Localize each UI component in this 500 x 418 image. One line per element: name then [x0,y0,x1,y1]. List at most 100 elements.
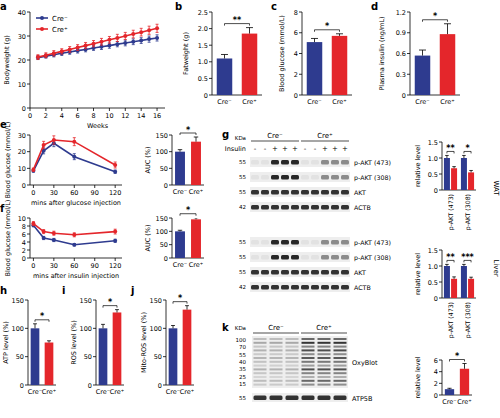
error-bar [444,24,451,34]
data-point [155,36,159,40]
error-bar [311,38,318,42]
y-tick [163,356,166,357]
blot-band [251,190,259,195]
blot-band [341,255,349,260]
blot-band [331,190,339,195]
error-bar [44,53,47,58]
y-tick-label: 1.5 [428,247,438,255]
error-bar [462,264,466,266]
blot-strip [250,282,350,292]
x-tick-label: 6 [76,112,80,120]
blot-band [318,353,331,355]
group-line [253,333,299,334]
y-tick-label: 150 [80,297,92,305]
blot-band [291,240,299,245]
error-bar [114,162,117,168]
blot-band [334,361,347,363]
blot-band [341,205,349,210]
data-point [76,46,80,50]
blot-strip [252,393,348,402]
lane-label: + [322,145,328,153]
y-tick [439,158,442,159]
y-tick-label: 0.6 [396,50,406,58]
blot-strip [252,336,348,388]
y-axis-label: Mito-ROS level (%) [140,312,148,373]
x-tick-label: Cre⁺ [242,98,257,106]
blot-band [270,372,283,374]
y-tick-label: 100 [150,325,162,333]
error-bar [221,54,228,58]
y-axis [172,218,173,258]
panel-letter: i [62,285,65,296]
blot-band [281,285,289,290]
blot-band [301,240,309,245]
error-bar [445,155,449,158]
blot-band [254,396,267,401]
lane-label: + [282,145,288,153]
y-tick [27,250,30,251]
x-tick [77,108,78,111]
blot-band [302,384,315,386]
y-tick-label: 0 [434,187,438,195]
y-tick-label: 1.2 [396,9,406,17]
blot-band [254,342,267,344]
y-tick-label: 10 [18,81,26,89]
y-tick [299,32,302,33]
protein-label: p-AKT (308) [354,254,391,262]
y-tick-label: 0 [158,382,162,390]
blot-band [286,368,299,370]
group-label: Cre⁻ [268,324,284,332]
blot-band [261,205,269,210]
y-tick [439,371,442,372]
x-axis-label: mins after glucose injection [31,199,121,207]
y-tick-label: 0 [22,255,26,263]
y-tick [209,28,212,29]
chart-panel: 0102030Blood glucose (mmol/L)0306090120m… [0,119,122,207]
y-tick [27,168,30,169]
y-axis-label: relative level [414,145,422,187]
blot-band [281,160,289,165]
blot-band [286,361,299,363]
y-tick [27,258,30,259]
error-bar [52,136,55,144]
blot-band [302,368,315,370]
y-tick-label: 30 [18,132,26,140]
error-bar [73,233,76,237]
y-tick [27,12,30,13]
y-tick [407,12,410,13]
y-axis-label: Plasma insulin (ng/mL) [378,16,386,90]
significance-label: * [186,206,191,215]
blot-band [331,205,339,210]
y-axis [172,135,173,185]
blot-band [281,270,289,275]
y-tick [27,234,30,235]
panel-letter: c [271,1,277,12]
y-tick [27,135,30,136]
x-axis-label: Weeks [87,122,109,130]
bar [175,231,185,258]
x-tick-label: p-AKT (473) [447,302,455,338]
x-tick [94,185,95,188]
group-label: Cre⁺ [316,324,332,332]
error-bar [36,56,39,60]
y-axis [30,135,31,185]
blot-band [286,342,299,344]
error-bar [178,150,182,152]
blot-band [270,361,283,363]
y-tick-label: 4 [22,239,26,247]
blot-band [254,368,267,370]
x-tick-label: 60 [70,262,78,270]
group-label: Cre⁻ [267,132,283,140]
y-tick [25,328,28,329]
y-tick [299,12,302,13]
group-line [301,333,347,334]
y-tick [299,53,302,54]
blot-band [318,338,331,340]
y-tick [209,95,212,96]
x-tick-label: p-AKT (473) [447,194,455,230]
data-point [72,155,76,159]
error-bar [452,167,456,169]
marker-label: 42 [239,204,246,210]
blot-band [270,384,283,386]
protein-label: AKT [354,269,366,276]
